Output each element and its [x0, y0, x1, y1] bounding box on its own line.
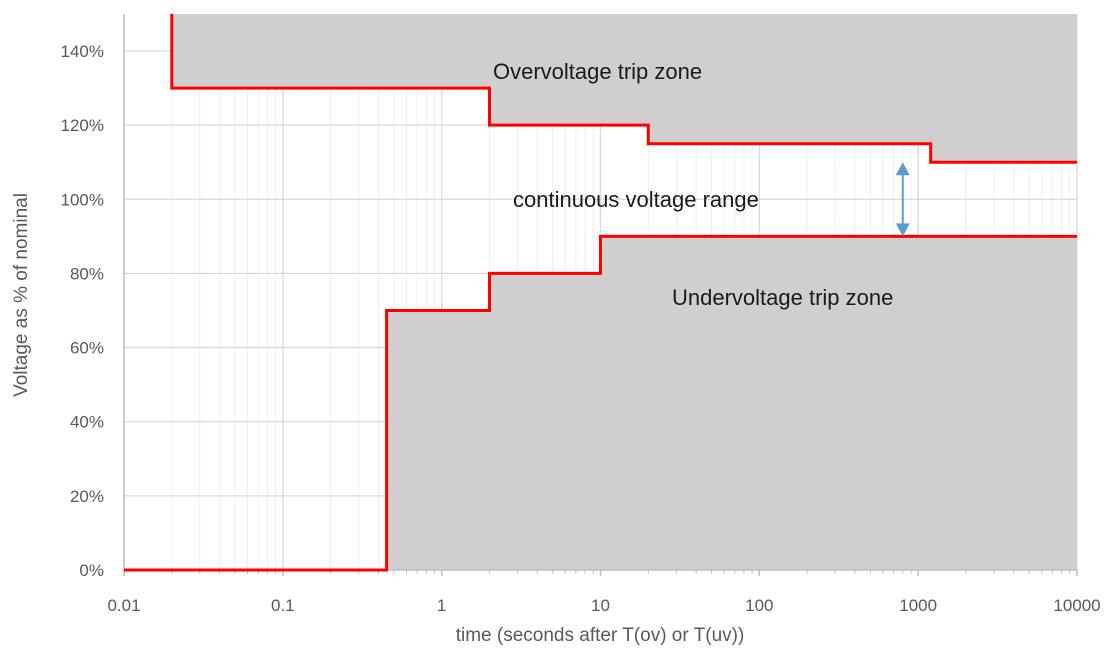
y-tick-label: 60% [70, 339, 104, 358]
x-axis-title: time (seconds after T(ov) or T(uv)) [456, 625, 745, 646]
undervoltage-limit-curve [124, 234, 1077, 572]
y-tick-label: 140% [61, 42, 104, 61]
x-tick-label: 100 [745, 596, 773, 615]
x-tick-labels: 0.01 0.1 1 10 100 1000 10000 [107, 596, 1100, 615]
zone-annotations: Overvoltage trip zone continuous voltage… [493, 59, 893, 310]
y-tick-label: 100% [61, 190, 104, 209]
continuous-range-label: continuous voltage range [513, 187, 759, 212]
trip-curves [124, 13, 1077, 572]
y-tick-label: 120% [61, 116, 104, 135]
x-tick-label: 1 [437, 596, 446, 615]
overvoltage-zone [171, 13, 1078, 163]
x-tick-label: 10000 [1053, 596, 1100, 615]
y-axis-title: Voltage as % of nominal [11, 193, 32, 397]
arrow-head-up [895, 162, 910, 176]
y-tick-label: 80% [70, 264, 104, 283]
undervoltage-zone-label: Undervoltage trip zone [672, 285, 893, 310]
undervoltage-zone [386, 236, 1078, 570]
x-tick-label: 0.1 [271, 596, 295, 615]
x-tick-label: 0.01 [107, 596, 140, 615]
arrow-head-down [895, 223, 910, 237]
y-tick-labels: 0% 20% 40% 60% 80% 100% 120% 140% [61, 42, 104, 580]
y-tick-label: 40% [70, 413, 104, 432]
x-tick-label: 1000 [899, 596, 937, 615]
trip-zones [171, 13, 1078, 570]
y-tick-label: 20% [70, 487, 104, 506]
y-tick-label: 0% [79, 561, 104, 580]
overvoltage-zone-label: Overvoltage trip zone [493, 59, 702, 84]
overvoltage-limit-curve [170, 13, 1077, 164]
x-tick-label: 10 [591, 596, 610, 615]
range-arrow [895, 162, 910, 237]
